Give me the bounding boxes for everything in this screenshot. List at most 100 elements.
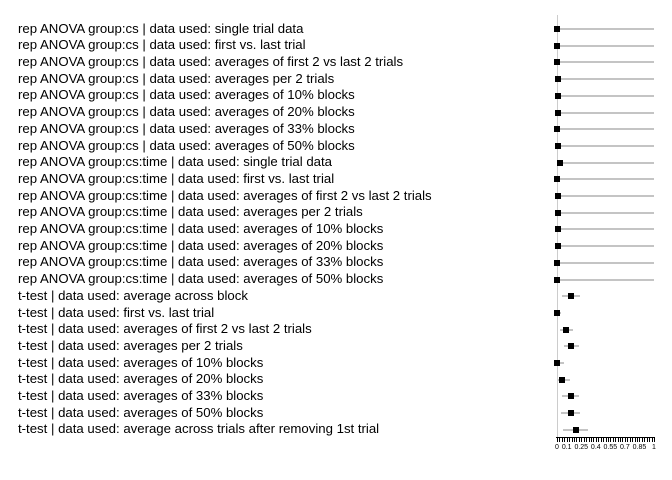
x-axis-minor-tick: [629, 437, 631, 442]
x-axis-minor-tick: [637, 437, 639, 442]
row-label: t-test | data used: averages of 10% bloc…: [18, 354, 264, 370]
x-axis-minor-tick: [559, 437, 561, 442]
data-point-square: [554, 176, 561, 183]
x-axis-minor-tick: [583, 437, 585, 442]
data-point-square: [554, 59, 561, 66]
ci-line: [557, 44, 654, 47]
data-point-square: [554, 259, 561, 266]
x-axis-minor-tick: [603, 437, 605, 442]
row-label: rep ANOVA group:cs:time | data used: ave…: [18, 187, 432, 203]
data-point-square: [554, 276, 561, 283]
ci-line: [557, 228, 654, 231]
x-axis-minor-tick: [612, 437, 614, 442]
x-axis-minor-tick: [634, 437, 636, 442]
x-axis-minor-tick: [639, 437, 641, 442]
x-axis-minor-tick: [607, 437, 609, 442]
row-label: rep ANOVA group:cs | data used: averages…: [18, 120, 355, 136]
ci-line: [557, 261, 654, 264]
x-axis-minor-tick: [590, 437, 592, 442]
ci-line: [557, 178, 654, 181]
data-point-square: [554, 26, 561, 32]
x-axis-minor-tick: [600, 437, 602, 442]
data-point-square: [554, 109, 561, 116]
x-axis-minor-tick: [598, 437, 600, 442]
x-axis-minor-tick: [573, 437, 575, 442]
row-label: rep ANOVA group:cs | data used: single t…: [18, 20, 304, 36]
row-label: t-test | data used: averages of 33% bloc…: [18, 388, 264, 404]
x-axis-tick-label: 0.4: [590, 444, 601, 451]
row-label: t-test | data used: average across trial…: [18, 421, 380, 437]
x-axis-minor-tick: [566, 437, 568, 442]
data-point-square: [562, 326, 569, 333]
ci-line: [557, 111, 654, 114]
x-axis-minor-tick: [624, 437, 626, 442]
data-point-square: [554, 42, 561, 49]
data-point-square: [554, 243, 561, 250]
row-label: rep ANOVA group:cs:time | data used: sin…: [18, 154, 332, 170]
x-axis-minor-tick: [641, 437, 643, 442]
row-label: t-test | data used: average across block: [18, 287, 248, 303]
ci-line: [557, 61, 654, 64]
data-point-square: [554, 76, 561, 83]
row-label: rep ANOVA group:cs:time | data used: ave…: [18, 254, 384, 270]
ci-line: [557, 161, 654, 164]
data-point-square: [567, 343, 574, 350]
x-axis-minor-tick: [632, 437, 634, 442]
ci-line: [557, 278, 654, 281]
ci-line: [557, 144, 654, 147]
zero-reference-line: [557, 15, 558, 437]
data-point-square: [567, 293, 574, 300]
x-axis-minor-tick: [646, 437, 648, 442]
x-axis-minor-tick: [586, 437, 588, 442]
ci-line: [557, 195, 654, 197]
row-label: rep ANOVA group:cs:time | data used: ave…: [18, 204, 363, 220]
x-axis-minor-tick: [581, 437, 583, 442]
x-axis-minor-tick: [649, 437, 651, 442]
x-axis-minor-tick: [571, 437, 573, 442]
row-label: rep ANOVA group:cs | data used: averages…: [18, 54, 404, 70]
ci-line: [557, 128, 654, 131]
data-point-square: [573, 426, 580, 433]
data-point-square: [554, 309, 560, 316]
data-point-square: [554, 226, 561, 233]
row-label: t-test | data used: averages per 2 trial…: [18, 337, 243, 353]
data-point-square: [567, 393, 574, 400]
row-label: rep ANOVA group:cs | data used: averages…: [18, 104, 355, 120]
ci-line: [557, 245, 654, 248]
data-point-square: [554, 209, 561, 216]
x-axis-tick-label: 0.25: [574, 444, 589, 451]
x-axis-minor-tick: [644, 437, 646, 442]
x-axis-minor-tick: [578, 437, 580, 442]
ci-line: [557, 211, 654, 214]
row-label: rep ANOVA group:cs | data used: averages…: [18, 70, 335, 86]
x-axis-minor-tick: [617, 437, 619, 442]
x-axis-minor-tick: [654, 437, 655, 442]
ci-line: [557, 28, 654, 30]
x-axis-minor-tick: [620, 437, 622, 442]
x-axis-minor-tick: [615, 437, 617, 442]
x-axis-tick-label: 1: [652, 444, 656, 451]
x-axis-minor-tick: [610, 437, 612, 442]
ci-line: [557, 78, 654, 81]
row-label: t-test | data used: first vs. last trial: [18, 304, 215, 320]
x-axis-minor-tick: [588, 437, 590, 442]
data-point-square: [558, 376, 565, 383]
row-label: t-test | data used: averages of 50% bloc…: [18, 404, 264, 420]
x-axis-tick-label: 0: [555, 444, 559, 451]
row-label: rep ANOVA group:cs | data used: first vs…: [18, 37, 306, 53]
x-axis-minor-tick: [561, 437, 563, 442]
row-label: t-test | data used: averages of first 2 …: [18, 321, 312, 337]
data-point-square: [554, 92, 561, 99]
x-axis-minor-tick: [627, 437, 629, 442]
row-label: rep ANOVA group:cs:time | data used: fir…: [18, 170, 335, 186]
x-axis-tick-label: 0.1: [561, 444, 572, 451]
x-axis-minor-tick: [605, 437, 607, 442]
data-point-square: [556, 159, 563, 166]
x-axis-tick-label: 0.85: [632, 444, 647, 451]
x-axis-minor-tick: [593, 437, 595, 442]
ci-line: [557, 94, 654, 97]
x-axis-minor-tick: [651, 437, 653, 442]
data-point-square: [554, 142, 561, 149]
row-label: rep ANOVA group:cs | data used: averages…: [18, 87, 355, 103]
